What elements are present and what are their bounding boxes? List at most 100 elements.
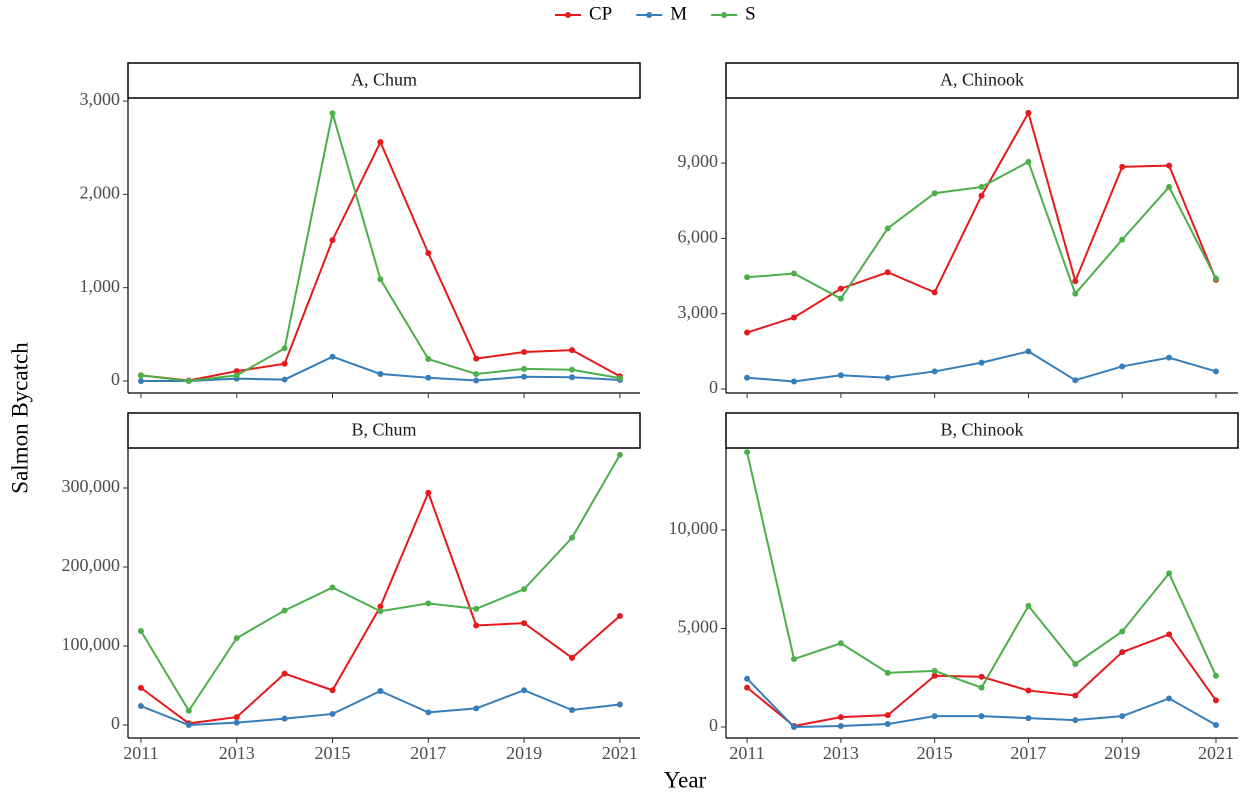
data-point xyxy=(837,723,844,730)
data-point xyxy=(1166,354,1173,361)
data-point xyxy=(744,449,751,456)
data-point xyxy=(473,377,480,384)
x-tick-label: 2021 xyxy=(1198,743,1234,763)
data-point xyxy=(473,355,480,362)
data-point xyxy=(568,347,575,354)
data-point xyxy=(521,687,528,694)
data-point xyxy=(1212,275,1219,282)
x-tick-label: 2017 xyxy=(410,743,446,763)
data-point xyxy=(329,687,336,694)
data-point xyxy=(329,710,336,717)
data-point xyxy=(978,183,985,190)
x-tick-label: 2017 xyxy=(1010,743,1046,763)
facet-title: A, Chinook xyxy=(940,70,1024,90)
data-point xyxy=(837,714,844,721)
data-point xyxy=(233,714,240,721)
facet-title: B, Chum xyxy=(351,420,416,440)
data-point xyxy=(329,353,336,360)
y-tick-label: 0 xyxy=(709,715,718,735)
data-point xyxy=(1212,672,1219,679)
legend-label: CP xyxy=(589,3,612,24)
facet-strip xyxy=(127,412,641,449)
data-point xyxy=(1166,570,1173,577)
data-point xyxy=(931,190,938,197)
data-point xyxy=(1119,628,1126,635)
y-tick-label: 5,000 xyxy=(678,617,719,637)
data-point xyxy=(233,372,240,379)
data-point xyxy=(1166,631,1173,638)
data-point xyxy=(978,192,985,199)
facet-strip xyxy=(725,62,1239,99)
data-point xyxy=(377,608,384,615)
data-point xyxy=(931,667,938,674)
series-line xyxy=(746,110,1217,334)
data-point xyxy=(931,672,938,679)
data-point xyxy=(281,360,288,367)
y-tick-label: 3,000 xyxy=(678,302,719,322)
data-point xyxy=(1119,236,1126,243)
data-point xyxy=(1072,660,1079,667)
data-point xyxy=(568,706,575,713)
data-point xyxy=(281,607,288,614)
y-tick-label: 9,000 xyxy=(678,151,719,171)
data-point xyxy=(744,675,751,682)
data-point xyxy=(425,709,432,716)
data-point xyxy=(425,356,432,363)
data-point xyxy=(744,274,751,281)
x-tick-label: 2015 xyxy=(917,743,953,763)
data-point xyxy=(790,724,797,731)
data-point xyxy=(137,684,144,691)
x-tick-label: 2013 xyxy=(219,743,255,763)
data-point xyxy=(884,269,891,276)
y-tick-label: 3,000 xyxy=(80,89,121,109)
data-point xyxy=(568,534,575,541)
y-tick-label: 100,000 xyxy=(62,634,121,654)
data-point xyxy=(931,713,938,720)
x-tick-label: 2019 xyxy=(1104,743,1140,763)
data-point xyxy=(473,370,480,377)
data-point xyxy=(790,656,797,663)
series-line xyxy=(140,112,621,382)
series-line xyxy=(747,350,1217,383)
data-point xyxy=(744,374,751,381)
data-point xyxy=(884,669,891,676)
data-point xyxy=(978,713,985,720)
facet-strip xyxy=(725,412,1239,449)
data-point xyxy=(1072,692,1079,699)
data-point xyxy=(568,654,575,661)
y-tick-label: 0 xyxy=(709,377,718,397)
data-point xyxy=(329,584,336,591)
x-tick-label: 2019 xyxy=(506,743,542,763)
data-point xyxy=(616,612,623,619)
y-tick-label: 10,000 xyxy=(669,518,719,538)
x-tick-label: 2013 xyxy=(823,743,859,763)
data-point xyxy=(1166,695,1173,702)
data-point xyxy=(473,605,480,612)
facet-title: A, Chum xyxy=(351,70,417,90)
data-point xyxy=(837,640,844,647)
data-point xyxy=(837,372,844,379)
series-line xyxy=(746,633,1217,728)
x-tick-label: 2015 xyxy=(315,743,351,763)
data-point xyxy=(377,603,384,610)
data-point xyxy=(1025,715,1032,722)
data-point xyxy=(1025,687,1032,694)
data-point xyxy=(1072,278,1079,285)
series-line xyxy=(140,454,621,713)
data-point xyxy=(1072,290,1079,297)
x-tick-label: 2021 xyxy=(602,743,638,763)
data-point xyxy=(1072,717,1079,724)
data-point xyxy=(884,721,891,728)
data-point xyxy=(1119,713,1126,720)
data-point xyxy=(137,703,144,710)
data-point xyxy=(425,374,432,381)
series-line xyxy=(140,139,621,382)
legend-label: S xyxy=(745,3,756,24)
data-point xyxy=(616,375,623,382)
data-point xyxy=(329,237,336,244)
x-axis-title: Year xyxy=(664,767,707,792)
data-point xyxy=(425,600,432,607)
data-point xyxy=(978,684,985,691)
y-tick-label: 200,000 xyxy=(62,555,121,575)
